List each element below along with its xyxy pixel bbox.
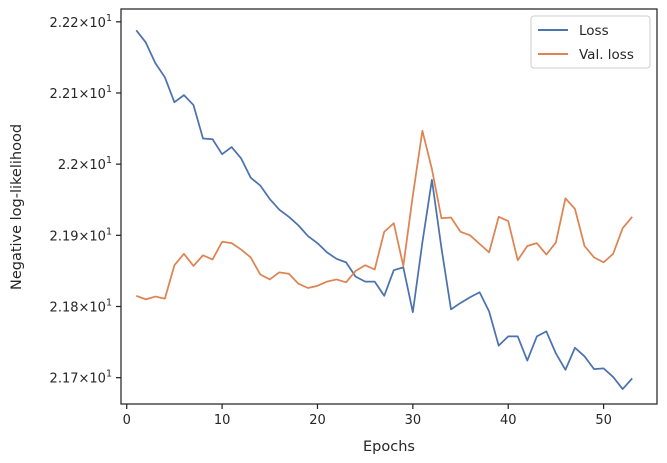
y-tick-mantissa: 2.19 [50, 229, 79, 244]
y-tick-mantissa: 2.21 [50, 87, 79, 102]
y-axis-ticks: 2.17×1012.18×1012.19×1012.2×1012.21×1012… [50, 13, 121, 387]
x-tick-label: 30 [405, 413, 422, 428]
y-tick-exponent: 1 [106, 297, 112, 308]
x-tick-label: 20 [309, 413, 326, 428]
y-tick-exponent: 1 [106, 155, 112, 166]
y-tick-mantissa: 2.2 [58, 158, 79, 173]
y-tick-times: × [79, 87, 90, 102]
series-layer [135, 29, 633, 390]
y-tick-mantissa: 2.18 [50, 300, 79, 315]
y-tick-mantissa: 2.22 [50, 16, 79, 31]
series-line-loss [135, 29, 633, 390]
series-line-val-loss [135, 129, 633, 301]
legend: Loss Val. loss [530, 15, 651, 69]
legend-label-val-loss: Val. loss [579, 47, 634, 63]
y-tick-base: 10 [89, 372, 106, 387]
x-tick-label: 40 [500, 413, 517, 428]
x-axis-ticks: 0 10 20 30 40 50 [123, 404, 612, 428]
y-tick-base: 10 [89, 16, 106, 31]
y-tick-times: × [79, 372, 90, 387]
y-tick-label: 2.18×101 [50, 297, 112, 315]
x-tick-label: 0 [123, 413, 131, 428]
y-tick-base: 10 [89, 158, 106, 173]
y-tick-mantissa: 2.17 [50, 372, 79, 387]
y-tick-times: × [79, 16, 90, 31]
y-tick-base: 10 [89, 229, 106, 244]
x-tick-label: 10 [214, 413, 231, 428]
y-tick-times: × [79, 300, 90, 315]
y-tick-label: 2.17×101 [50, 369, 112, 387]
x-tick-label: 50 [595, 413, 612, 428]
y-tick-times: × [79, 229, 90, 244]
y-tick-label: 2.22×101 [50, 13, 112, 31]
x-axis-label: Epochs [363, 439, 415, 455]
y-tick-base: 10 [89, 87, 106, 102]
y-tick-label: 2.19×101 [50, 226, 112, 244]
y-tick-exponent: 1 [106, 84, 112, 95]
y-tick-label: 2.21×101 [50, 84, 112, 102]
legend-label-loss: Loss [579, 23, 609, 39]
y-axis-label: Negative log-likelihood [9, 124, 25, 290]
y-axis-label-group: Negative log-likelihood [9, 124, 25, 290]
plot-frame [120, 8, 658, 405]
y-tick-base: 10 [89, 300, 106, 315]
y-tick-times: × [79, 158, 90, 173]
y-tick-exponent: 1 [106, 226, 112, 237]
y-tick-exponent: 1 [106, 369, 112, 380]
y-tick-exponent: 1 [106, 13, 112, 24]
y-tick-label: 2.2×101 [58, 155, 112, 173]
